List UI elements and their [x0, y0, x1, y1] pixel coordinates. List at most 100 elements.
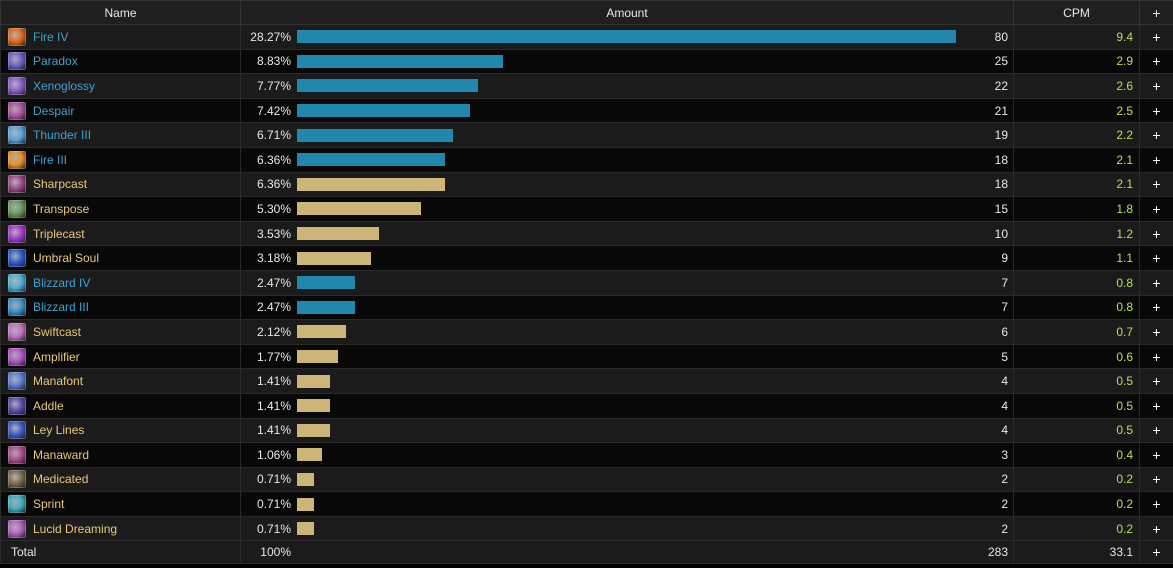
- table-row[interactable]: Triplecast 3.53% 10 1.2 +: [0, 220, 1173, 247]
- expand-row-button[interactable]: +: [1139, 392, 1173, 419]
- expand-row-button[interactable]: +: [1139, 48, 1173, 75]
- name-cell: Manaward: [0, 442, 241, 468]
- name-column-header[interactable]: Name: [0, 0, 241, 25]
- expand-row-button[interactable]: +: [1139, 146, 1173, 173]
- ability-name-link[interactable]: Manaward: [33, 447, 90, 462]
- table-row[interactable]: Blizzard IV 2.47% 7 0.8 +: [0, 269, 1173, 296]
- table-row[interactable]: Manaward 1.06% 3 0.4 +: [0, 442, 1173, 468]
- amount-column-header[interactable]: Amount: [240, 0, 1014, 25]
- expand-row-button[interactable]: +: [1139, 466, 1173, 493]
- table-row[interactable]: Sprint 0.71% 2 0.2 +: [0, 491, 1173, 517]
- expand-row-button[interactable]: +: [1139, 171, 1173, 198]
- name-cell: Ley Lines: [0, 417, 241, 444]
- table-row[interactable]: Addle 1.41% 4 0.5 +: [0, 392, 1173, 419]
- cpm-value: 2.1: [1013, 171, 1140, 198]
- triplecast-icon: [8, 224, 26, 243]
- amount-cell: 1.77% 5: [240, 343, 1014, 370]
- expand-row-button[interactable]: +: [1139, 343, 1173, 370]
- expand-row-button[interactable]: +: [1139, 24, 1173, 50]
- ability-name-link[interactable]: Paradox: [33, 54, 78, 69]
- percent-value: 1.41%: [256, 398, 291, 413]
- ability-name-link[interactable]: Fire III: [33, 152, 68, 167]
- expand-row-button[interactable]: +: [1139, 196, 1173, 222]
- ability-name-link[interactable]: Blizzard IV: [33, 275, 91, 290]
- expand-row-button[interactable]: +: [1139, 319, 1173, 345]
- amount-bar: [297, 448, 322, 462]
- table-row[interactable]: Amplifier 1.77% 5 0.6 +: [0, 343, 1173, 370]
- ability-name-link[interactable]: Manafont: [33, 374, 84, 389]
- cpm-column-header[interactable]: CPM: [1013, 0, 1140, 25]
- expand-row-button[interactable]: +: [1139, 97, 1173, 124]
- ability-name-link[interactable]: Lucid Dreaming: [33, 521, 118, 536]
- table-row[interactable]: Swiftcast 2.12% 6 0.7 +: [0, 319, 1173, 345]
- amount-bar-track: [297, 153, 962, 167]
- table-body: Fire IV 28.27% 80 9.4 + Paradox 8.83% 25 2.9 + Xen…: [0, 24, 1173, 542]
- count-value: 22: [994, 78, 1008, 93]
- table-row[interactable]: Sharpcast 6.36% 18 2.1 +: [0, 171, 1173, 198]
- name-cell: Umbral Soul: [0, 245, 241, 271]
- ability-name-link[interactable]: Amplifier: [33, 349, 80, 364]
- add-column-button[interactable]: +: [1139, 0, 1173, 25]
- table-row[interactable]: Medicated 0.71% 2 0.2 +: [0, 466, 1173, 493]
- amount-bar-track: [297, 472, 962, 486]
- ability-name-link[interactable]: Ley Lines: [33, 423, 85, 438]
- table-row[interactable]: Xenoglossy 7.77% 22 2.6 +: [0, 73, 1173, 99]
- table-row[interactable]: Paradox 8.83% 25 2.9 +: [0, 48, 1173, 75]
- table-row[interactable]: Fire IV 28.27% 80 9.4 +: [0, 24, 1173, 50]
- ability-name-link[interactable]: Medicated: [33, 472, 89, 487]
- ability-name-link[interactable]: Xenoglossy: [33, 78, 96, 93]
- table-row[interactable]: Umbral Soul 3.18% 9 1.1 +: [0, 245, 1173, 271]
- count-value: 5: [1001, 349, 1008, 364]
- count-value: 4: [1001, 374, 1008, 389]
- expand-row-button[interactable]: +: [1139, 122, 1173, 148]
- expand-row-button[interactable]: +: [1139, 269, 1173, 296]
- expand-row-button[interactable]: +: [1139, 73, 1173, 99]
- name-cell: Fire IV: [0, 24, 241, 50]
- table-row[interactable]: Manafont 1.41% 4 0.5 +: [0, 368, 1173, 394]
- ability-name-link[interactable]: Sprint: [33, 497, 65, 512]
- cpm-value: 0.6: [1013, 343, 1140, 370]
- expand-row-button[interactable]: +: [1139, 515, 1173, 542]
- percent-value: 0.71%: [256, 521, 291, 536]
- ability-name-link[interactable]: Transpose: [33, 201, 90, 216]
- ability-name-link[interactable]: Thunder III: [33, 128, 92, 143]
- ability-name-link[interactable]: Addle: [33, 398, 64, 413]
- expand-row-button[interactable]: +: [1139, 220, 1173, 247]
- header-row: Name Amount CPM +: [0, 0, 1173, 25]
- expand-row-button[interactable]: +: [1139, 491, 1173, 517]
- table-row[interactable]: Fire III 6.36% 18 2.1 +: [0, 146, 1173, 173]
- cpm-value: 2.6: [1013, 73, 1140, 99]
- table-row[interactable]: Despair 7.42% 21 2.5 +: [0, 97, 1173, 124]
- cpm-value: 1.2: [1013, 220, 1140, 247]
- count-value: 9: [1001, 251, 1008, 266]
- ability-name-link[interactable]: Despair: [33, 103, 75, 118]
- amount-bar-track: [297, 128, 962, 142]
- amount-cell: 28.27% 80: [240, 24, 1014, 50]
- name-cell: Addle: [0, 392, 241, 419]
- table-row[interactable]: Ley Lines 1.41% 4 0.5 +: [0, 417, 1173, 444]
- ability-name-link[interactable]: Triplecast: [33, 226, 85, 241]
- expand-row-button[interactable]: +: [1139, 417, 1173, 444]
- total-expand-button[interactable]: +: [1139, 540, 1173, 565]
- manafont-icon: [8, 372, 26, 391]
- amount-bar-track: [297, 300, 962, 314]
- table-row[interactable]: Thunder III 6.71% 19 2.2 +: [0, 122, 1173, 148]
- expand-row-button[interactable]: +: [1139, 245, 1173, 271]
- cpm-value: 2.2: [1013, 122, 1140, 148]
- name-cell: Paradox: [0, 48, 241, 75]
- ability-name-link[interactable]: Fire IV: [33, 29, 69, 44]
- ability-name-link[interactable]: Umbral Soul: [33, 251, 100, 266]
- expand-row-button[interactable]: +: [1139, 368, 1173, 394]
- ability-name-link[interactable]: Sharpcast: [33, 177, 88, 192]
- ability-name-link[interactable]: Blizzard III: [33, 300, 90, 315]
- table-row[interactable]: Transpose 5.30% 15 1.8 +: [0, 196, 1173, 222]
- ability-name-link[interactable]: Swiftcast: [33, 324, 82, 339]
- cpm-value: 1.8: [1013, 196, 1140, 222]
- table-row[interactable]: Lucid Dreaming 0.71% 2 0.2 +: [0, 515, 1173, 542]
- expand-row-button[interactable]: +: [1139, 294, 1173, 321]
- expand-row-button[interactable]: +: [1139, 442, 1173, 468]
- amount-bar-track: [297, 276, 962, 290]
- amount-bar-track: [297, 202, 962, 216]
- amount-bar-track: [297, 79, 962, 93]
- table-row[interactable]: Blizzard III 2.47% 7 0.8 +: [0, 294, 1173, 321]
